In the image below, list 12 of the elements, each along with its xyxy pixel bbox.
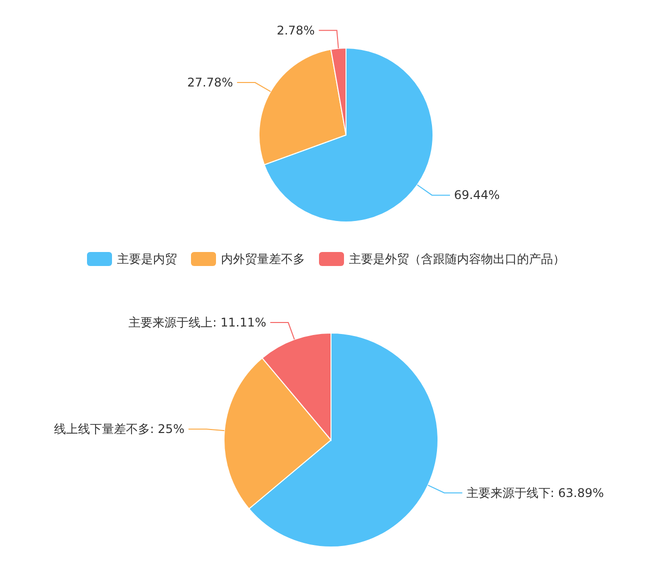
- data-label: : 25%: [150, 422, 184, 436]
- legend-label: 内外贸量差不多: [221, 252, 305, 266]
- slice-label: 主要来源于线上: [128, 316, 213, 330]
- slice-label: 主要来源于线下: [466, 486, 550, 500]
- data-label: 2.78%: [276, 23, 315, 38]
- data-label: 27.78%: [187, 76, 234, 90]
- data-label: 69.44%: [454, 188, 500, 202]
- data-label: : 11.11%: [212, 316, 266, 330]
- data-label: : 63.89%: [550, 486, 604, 500]
- slice-label: 线上线下量差不多: [54, 422, 150, 436]
- legend-label: 主要是内贸: [117, 252, 177, 266]
- legend-label: 主要是外贸（含跟随内容物出口的产品）: [349, 252, 565, 266]
